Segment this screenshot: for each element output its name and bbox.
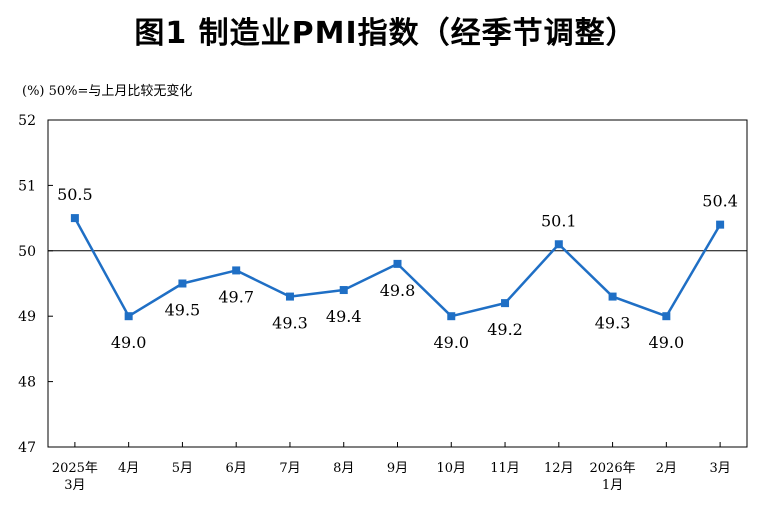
data-label: 50.4 (702, 192, 738, 211)
x-tick-label: 5月 (172, 461, 193, 476)
data-point (178, 279, 187, 288)
data-label: 49.2 (487, 320, 523, 339)
x-tick-label: 2025年 3月 (52, 461, 98, 493)
data-point (70, 214, 79, 223)
data-label: 49.3 (595, 314, 631, 333)
data-label: 49.5 (165, 301, 201, 320)
y-tick-label: 49 (18, 309, 36, 325)
data-point (716, 220, 725, 229)
y-tick-label: 47 (18, 440, 36, 456)
y-tick-label: 51 (18, 178, 36, 194)
x-tick-label: 7月 (279, 461, 300, 476)
data-point (501, 299, 510, 308)
data-label: 49.3 (272, 314, 308, 333)
x-tick-label: 10月 (436, 461, 466, 476)
y-tick-label: 48 (18, 375, 36, 391)
x-tick-label: 2026年 1月 (590, 461, 636, 493)
data-label: 49.0 (649, 333, 685, 352)
x-tick-label: 11月 (490, 461, 520, 476)
data-point (339, 286, 348, 295)
x-tick-label: 4月 (118, 461, 139, 476)
unit-note: (%) 50%=与上月比较无变化 (22, 84, 193, 99)
chart-title: 图1 制造业PMI指数（经季节调整） (134, 16, 637, 51)
data-point (393, 259, 402, 268)
x-tick-label: 9月 (387, 461, 408, 476)
data-point (232, 266, 241, 275)
data-label: 49.0 (433, 333, 469, 352)
data-label: 49.8 (380, 281, 416, 300)
data-point (124, 312, 133, 321)
x-tick-label: 6月 (226, 461, 247, 476)
data-point (554, 240, 563, 249)
x-tick-label: 3月 (709, 461, 730, 476)
data-point (608, 292, 617, 301)
data-label: 49.7 (218, 287, 254, 306)
data-label: 50.1 (541, 211, 577, 230)
data-point (285, 292, 294, 301)
y-tick-label: 50 (18, 244, 36, 260)
data-point (662, 312, 671, 321)
data-label: 50.5 (57, 185, 93, 204)
x-tick-label: 12月 (544, 461, 574, 476)
data-label: 49.4 (326, 307, 362, 326)
data-label: 49.0 (111, 333, 147, 352)
x-tick-label: 8月 (333, 461, 354, 476)
x-tick-label: 2月 (656, 461, 677, 476)
data-point (447, 312, 456, 321)
y-tick-label: 52 (18, 113, 36, 129)
